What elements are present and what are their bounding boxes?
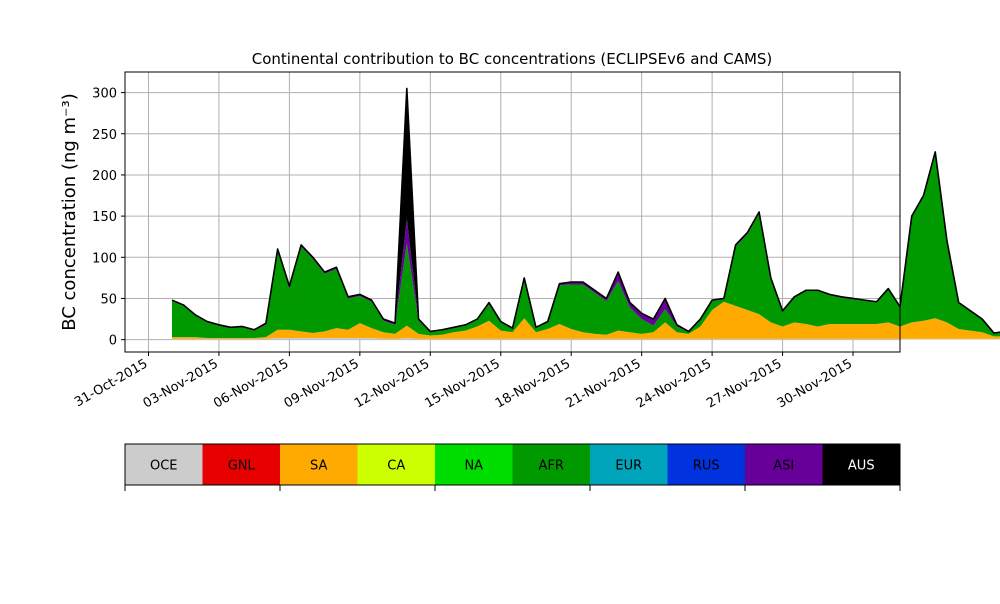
legend-label-na: NA (464, 459, 483, 474)
legend-label-aus: AUS (848, 459, 875, 474)
legend-swatch-afr (512, 444, 590, 485)
y-tick-label: 200 (92, 169, 117, 184)
legend-label-afr: AFR (539, 459, 564, 474)
legend-colorbar: OCE GNL SA CA NA AFR EUR RUS ASI AUS (124, 443, 901, 491)
legend-swatch-sa (280, 444, 358, 485)
total-outline (171, 87, 1000, 334)
legend-swatch-rus (667, 444, 745, 485)
legend-label-rus: RUS (693, 459, 720, 474)
y-tick-label: 300 (92, 87, 117, 102)
legend-swatch-ca (357, 444, 435, 485)
area-afr (171, 153, 1000, 338)
y-axis: 0 50 100 150 200 250 300 (92, 87, 125, 349)
legend-swatch-oce (125, 444, 203, 485)
y-tick-label: 0 (109, 334, 117, 349)
y-tick-label: 50 (100, 292, 117, 307)
legend-label-gnl: GNL (228, 459, 256, 474)
legend-label-oce: OCE (150, 459, 178, 474)
plot-frame (124, 71, 901, 353)
legend-label-asi: ASI (773, 459, 794, 474)
area-sa (171, 301, 1000, 339)
legend-swatch-gnl (202, 444, 280, 485)
y-tick-label: 150 (92, 210, 117, 225)
legend-label-ca: CA (387, 459, 405, 474)
legend-swatch-aus (822, 444, 900, 485)
stacked-areas (171, 88, 1000, 340)
area-oce (171, 338, 1000, 340)
legend-label-sa: SA (310, 459, 327, 474)
legend-label-eur: EUR (615, 459, 642, 474)
legend-swatch-asi (745, 444, 823, 485)
legend-frame (124, 443, 901, 486)
legend-swatch-na (435, 444, 513, 485)
y-axis-label: BC concentration (ng m⁻³) (59, 93, 80, 331)
chart-title: Continental contribution to BC concentra… (252, 50, 773, 68)
legend-swatch-eur (590, 444, 668, 485)
y-tick-label: 250 (92, 128, 117, 143)
total-line (171, 87, 1000, 334)
y-tick-label: 100 (92, 251, 117, 266)
